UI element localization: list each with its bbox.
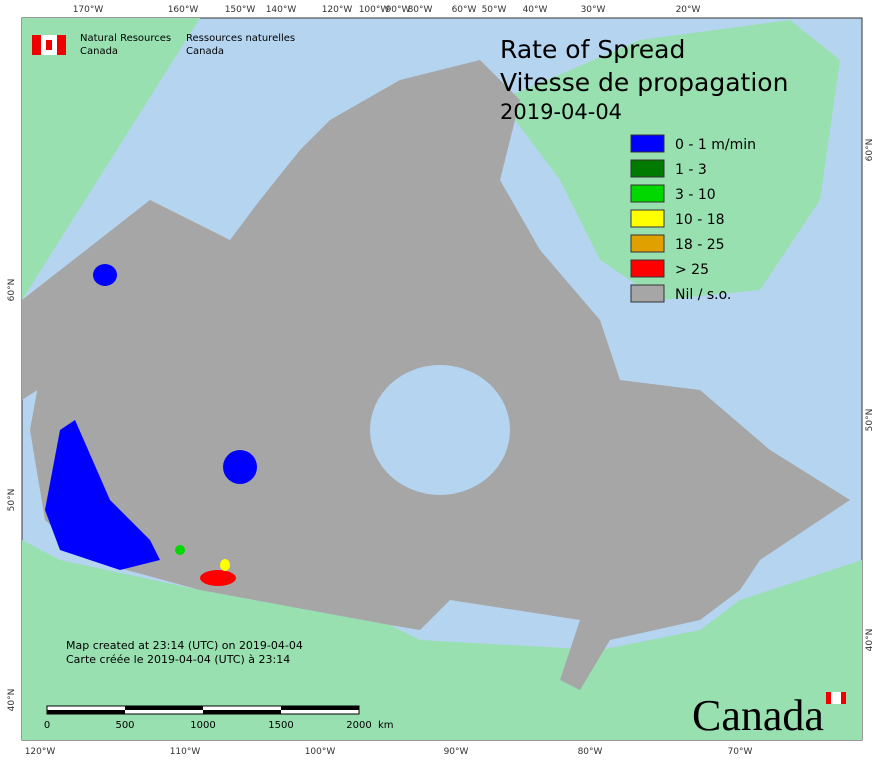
scale-label: 2000 xyxy=(346,720,371,731)
legend-label: 0 - 1 m/min xyxy=(675,137,756,153)
graticule-label: 90°W xyxy=(386,5,411,15)
graticule-label: 40°N xyxy=(865,629,875,652)
graticule-label: 140°W xyxy=(266,5,297,15)
scale-label: 1500 xyxy=(268,720,293,731)
scale-unit: km xyxy=(378,720,394,731)
graticule-label: 60°N xyxy=(865,139,875,162)
fire-area xyxy=(220,559,230,571)
date: 2019-04-04 xyxy=(500,100,622,124)
legend-swatch xyxy=(630,209,665,228)
legend-label: Nil / s.o. xyxy=(675,287,731,303)
graticule-label: 70°W xyxy=(728,747,753,757)
flag-small xyxy=(831,692,841,704)
alaska-land xyxy=(22,18,200,300)
scale-bar-segment xyxy=(125,706,203,710)
graticule-label: 40°W xyxy=(523,5,548,15)
graticule-label: 20°W xyxy=(676,5,701,15)
credit: Map created at 23:14 (UTC) on 2019-04-04 xyxy=(66,639,303,652)
usa xyxy=(22,540,862,740)
scale-bar-segment xyxy=(47,710,125,714)
legend-swatch xyxy=(630,259,665,278)
graticule-label: 50°W xyxy=(482,5,507,15)
scale-label: 0 xyxy=(44,720,50,731)
org-name-en: Natural Resources xyxy=(80,33,171,44)
graticule-label: 40°N xyxy=(7,689,17,712)
wordmark: Canada xyxy=(692,691,824,740)
scale-bar-segment xyxy=(281,706,359,710)
graticule-label: 50°N xyxy=(865,409,875,432)
legend-label: 3 - 10 xyxy=(675,187,716,203)
graticule-label: 100°W xyxy=(359,5,390,15)
title: Rate of Spread xyxy=(500,35,685,64)
graticule-label: 30°W xyxy=(581,5,606,15)
legend-label: 18 - 25 xyxy=(675,237,725,253)
graticule-label: 100°W xyxy=(305,747,336,757)
legend-swatch xyxy=(630,284,665,303)
fire-area xyxy=(200,570,236,586)
graticule-label: 90°W xyxy=(444,747,469,757)
graticule-label: 170°W xyxy=(73,5,104,15)
scale-label: 1000 xyxy=(190,720,215,731)
legend-swatch xyxy=(630,234,665,253)
legend-swatch xyxy=(630,134,665,153)
graticule-label: 150°W xyxy=(225,5,256,15)
org-name-fr: Canada xyxy=(186,46,224,57)
org-name-en: Canada xyxy=(80,46,118,57)
fire-area xyxy=(93,264,117,286)
graticule-label: 160°W xyxy=(168,5,199,15)
title: Vitesse de propagation xyxy=(500,68,788,97)
graticule-label: 60°N xyxy=(7,279,17,302)
graticule-label: 110°W xyxy=(170,747,201,757)
legend-label: 10 - 18 xyxy=(675,212,725,228)
fire-area xyxy=(175,545,185,555)
graticule-label: 80°W xyxy=(408,5,433,15)
fire-area xyxy=(223,450,257,484)
hudson-bay xyxy=(370,365,510,495)
legend-label: 1 - 3 xyxy=(675,162,707,178)
graticule-label: 120°W xyxy=(25,747,56,757)
graticule-label: 120°W xyxy=(322,5,353,15)
graticule-label: 60°W xyxy=(452,5,477,15)
org-name-fr: Ressources naturelles xyxy=(186,33,295,44)
graticule-label: 50°N xyxy=(7,489,17,512)
legend-label: > 25 xyxy=(675,262,709,278)
scale-label: 500 xyxy=(115,720,134,731)
fire-area xyxy=(45,420,160,570)
scale-bar xyxy=(46,705,360,715)
credit: Carte créée le 2019-04-04 (UTC) à 23:14 xyxy=(66,653,290,666)
legend-swatch xyxy=(630,184,665,203)
legend-swatch xyxy=(630,159,665,178)
greenland xyxy=(500,20,840,300)
graticule-label: 80°W xyxy=(578,747,603,757)
scale-bar-segment xyxy=(203,710,281,714)
flag xyxy=(46,40,52,50)
